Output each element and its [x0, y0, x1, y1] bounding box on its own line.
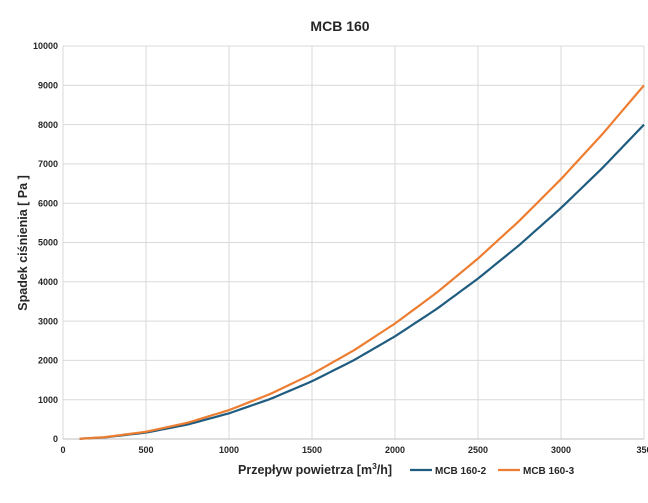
y-tick-label: 1000 — [38, 395, 58, 405]
x-tick-label: 2500 — [468, 445, 488, 455]
x-tick-label: 500 — [138, 445, 153, 455]
x-axis-title-main: Przepływ powietrza [m — [238, 463, 372, 477]
legend: MCB 160-2 MCB 160-3 — [410, 466, 575, 477]
x-tick-label: 2000 — [385, 445, 405, 455]
y-tick-label: 2000 — [38, 356, 58, 366]
x-axis-title-superscript: 3 — [372, 461, 377, 471]
x-tick-label: 1500 — [302, 445, 322, 455]
legend-label-mcb-160-3: MCB 160-3 — [523, 466, 575, 477]
x-axis-title-end: /h] — [377, 463, 392, 477]
y-tick-label: 5000 — [38, 238, 58, 248]
y-tick-label: 7000 — [38, 159, 58, 169]
x-tick-label: 3000 — [551, 445, 571, 455]
y-axis-title: Spadek ciśnienia [ Pa ] — [16, 175, 30, 310]
x-tick-label: 350 — [636, 445, 648, 455]
chart-title: MCB 160 — [310, 18, 369, 34]
x-axis-title: Przepływ powietrza [m3/h] — [238, 461, 392, 477]
y-tick-label: 4000 — [38, 277, 58, 287]
legend-label-mcb-160-2: MCB 160-2 — [435, 466, 487, 477]
y-tick-label: 3000 — [38, 316, 58, 326]
x-tick-label: 0 — [60, 445, 65, 455]
y-tick-label: 8000 — [38, 120, 58, 130]
y-tick-label: 9000 — [38, 81, 58, 91]
x-tick-label: 1000 — [219, 445, 239, 455]
y-tick-labels: 0 1000 2000 3000 4000 5000 6000 7000 8000 9000 100… — [33, 41, 58, 444]
series-line-2 — [79, 123, 645, 440]
y-tick-label: 10000 — [33, 41, 58, 51]
grid — [62, 45, 645, 440]
series-lines — [79, 84, 645, 440]
y-tick-label: 6000 — [38, 198, 58, 208]
series-line-3 — [79, 84, 645, 440]
x-tick-labels: 0 500 1000 1500 2000 2500 3000 350 — [60, 445, 648, 455]
y-tick-label: 0 — [53, 434, 58, 444]
